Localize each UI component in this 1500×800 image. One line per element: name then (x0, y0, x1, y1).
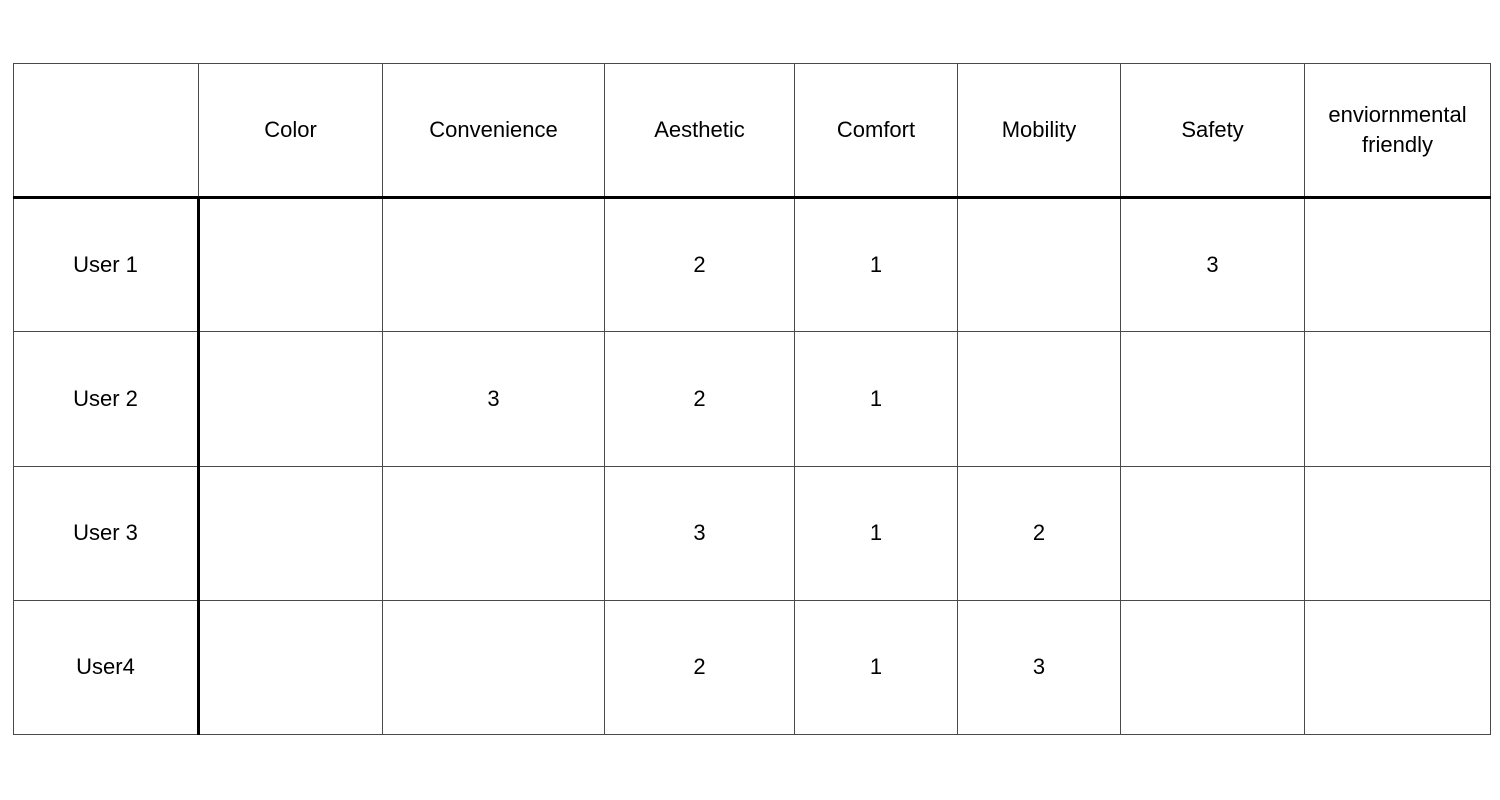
table-cell (198, 196, 383, 333)
table-cell (957, 196, 1121, 333)
column-header-convenience: Convenience (382, 63, 605, 199)
table-cell (1304, 465, 1491, 601)
row-header-user-3: User 3 (13, 465, 200, 601)
table-cell (1120, 465, 1305, 601)
table-cell (1120, 599, 1305, 736)
ranking-table: Color Convenience Aesthetic Comfort Mobi… (13, 63, 1491, 736)
table-cell: 3 (604, 465, 795, 601)
row-header-user-1: User 1 (13, 196, 200, 333)
table-cell: 3 (1120, 196, 1305, 333)
table-cell (1304, 196, 1491, 333)
table-cell (382, 465, 605, 601)
table-row: User 3 3 1 2 (13, 465, 1491, 601)
column-header-label: Aesthetic (654, 117, 745, 142)
header-row: Color Convenience Aesthetic Comfort Mobi… (13, 63, 1491, 199)
table-cell (957, 331, 1121, 467)
table-cell (198, 599, 383, 736)
column-header-comfort: Comfort (794, 63, 958, 199)
table-cell: 1 (794, 599, 958, 736)
column-header-safety: Safety (1120, 63, 1305, 199)
column-header-label: Color (264, 117, 317, 142)
column-header-label: Safety (1181, 117, 1244, 142)
corner-cell (13, 63, 199, 199)
table-cell (382, 196, 605, 333)
table-cell: 1 (794, 196, 958, 333)
column-header-color: Color (198, 63, 383, 199)
table-cell (382, 599, 605, 736)
table-row: User 2 3 2 1 (13, 331, 1491, 467)
table-cell: 2 (604, 331, 795, 467)
table-row: User4 2 1 3 (13, 599, 1491, 736)
row-header-user-2: User 2 (13, 331, 200, 467)
table-cell: 1 (794, 465, 958, 601)
column-header-label: enviornmental friendly (1328, 102, 1467, 157)
column-header-environmental-friendly: enviornmental friendly (1304, 63, 1491, 199)
table-cell: 3 (957, 599, 1121, 736)
table-cell: 2 (957, 465, 1121, 601)
table-cell: 2 (604, 599, 795, 736)
column-header-aesthetic: Aesthetic (604, 63, 795, 199)
table-cell (198, 331, 383, 467)
column-header-mobility: Mobility (957, 63, 1121, 199)
column-header-label: Convenience (429, 117, 558, 142)
column-header-label: Comfort (836, 117, 916, 142)
table-cell: 3 (382, 331, 605, 467)
table-cell: 2 (604, 196, 795, 333)
table-row: User 1 2 1 3 (13, 196, 1491, 333)
table-cell: 1 (794, 331, 958, 467)
row-header-user-4: User4 (13, 599, 200, 736)
column-header-label: Mobility (1001, 117, 1077, 142)
table-cell (1304, 331, 1491, 467)
table-cell (1304, 599, 1491, 736)
table-cell (198, 465, 383, 601)
table-cell (1120, 331, 1305, 467)
